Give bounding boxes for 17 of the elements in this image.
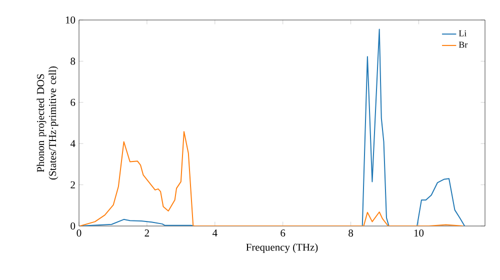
x-tick-label: 8 xyxy=(348,230,354,237)
x-tick-label: 2 xyxy=(144,230,149,236)
y-axis-title: Phonon projected DOS (States/THz·primitive cell) xyxy=(36,66,58,180)
line-series xyxy=(80,131,464,226)
x-axis-title: Frequency (THz) xyxy=(246,243,318,253)
x-tick-label: 0 xyxy=(76,230,82,237)
y-tick-label: 6 xyxy=(70,98,76,106)
x-tick-label: 4 xyxy=(212,230,218,236)
y-tick-label: 2 xyxy=(70,181,75,188)
legend-label: Br xyxy=(458,42,468,48)
y-tick-label: 8 xyxy=(70,58,76,65)
legend-label: Li xyxy=(458,30,466,36)
y-tick-label: 10 xyxy=(66,16,76,24)
y-tick-label: 0 xyxy=(70,222,76,230)
y-tick-label: 4 xyxy=(70,140,76,148)
x-tick-label: 6 xyxy=(280,230,286,237)
x-tick-label: 10 xyxy=(414,230,424,237)
